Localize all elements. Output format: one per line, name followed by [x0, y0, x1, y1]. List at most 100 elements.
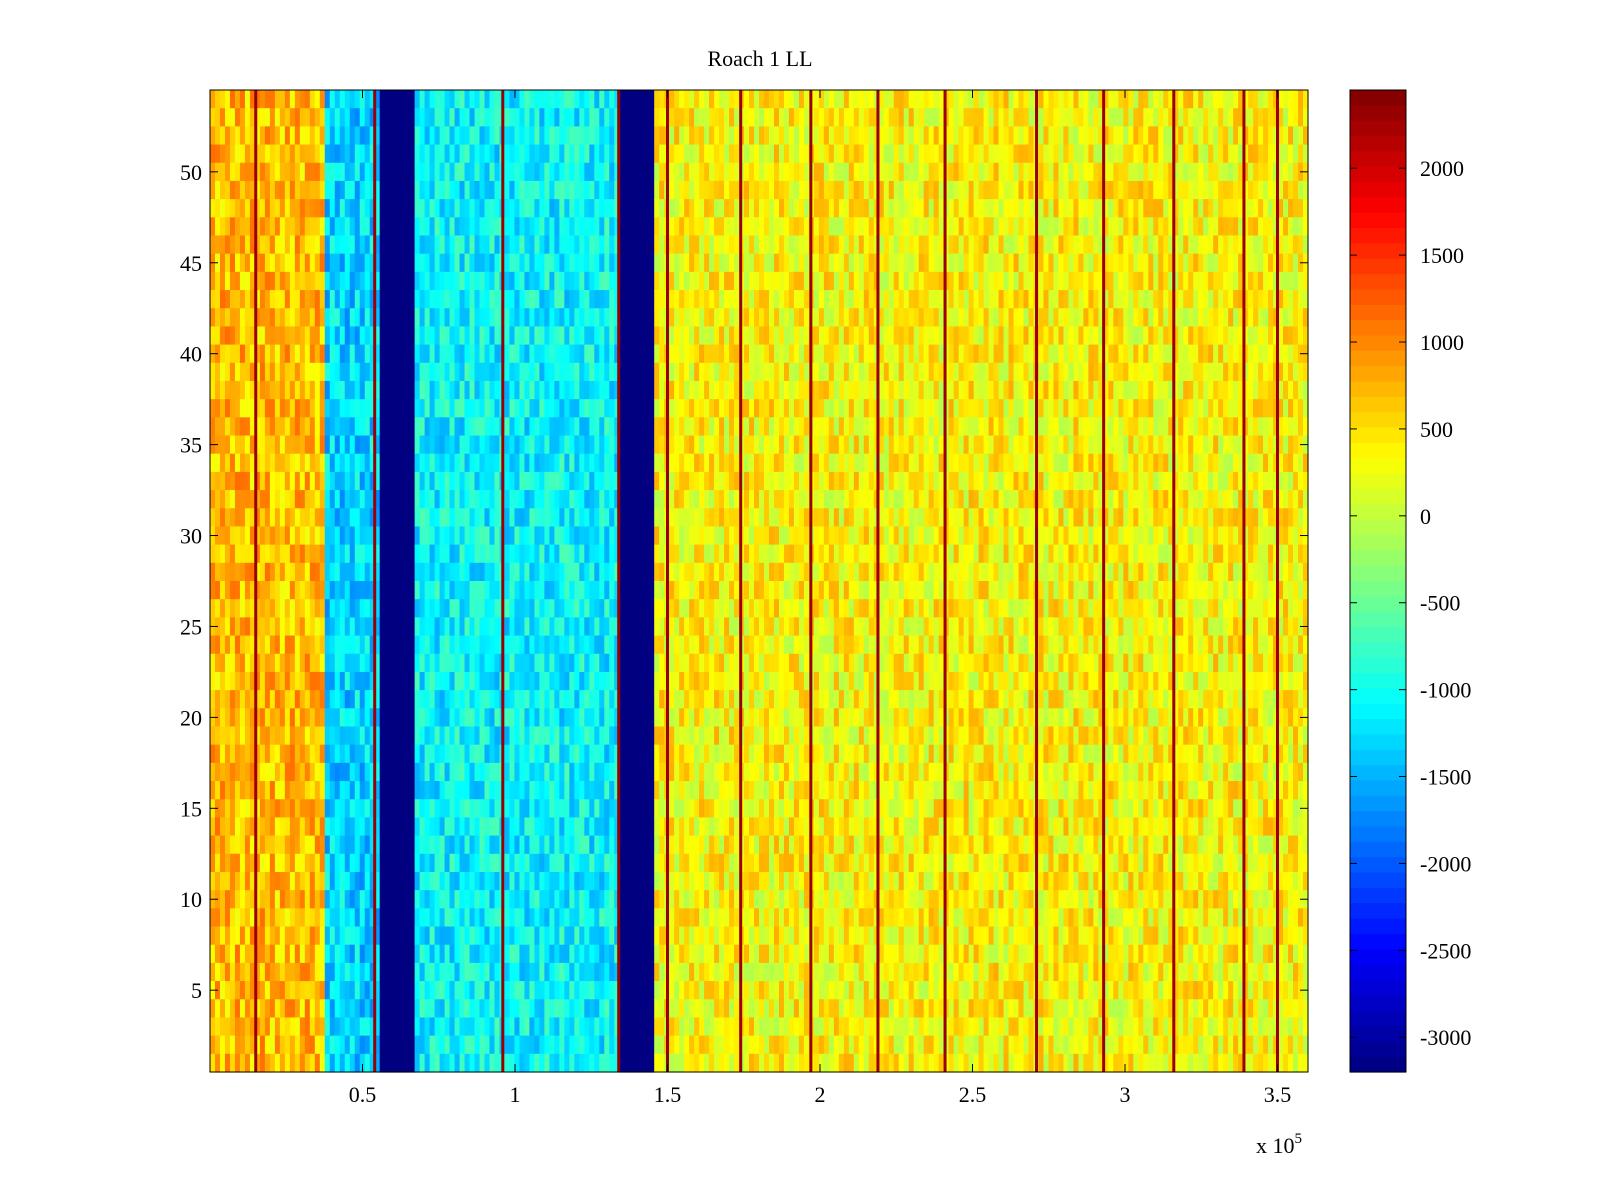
heatmap-cell	[214, 1053, 221, 1073]
heatmap-cell	[459, 108, 466, 127]
heatmap-cell	[384, 417, 391, 437]
heatmap-cell	[459, 999, 466, 1019]
heatmap-cell	[584, 835, 590, 855]
heatmap-cell	[329, 926, 336, 946]
heatmap-cell	[509, 708, 516, 728]
heatmap-cell	[534, 562, 540, 582]
heatmap-cell	[609, 108, 615, 127]
heatmap-cell	[604, 308, 610, 328]
heatmap-cell	[234, 380, 241, 400]
heatmap-cell	[254, 817, 261, 837]
heatmap-cell	[534, 162, 540, 182]
heatmap-cell	[494, 981, 501, 1000]
heatmap-cell	[304, 362, 311, 382]
heatmap-cell	[439, 1017, 446, 1037]
heatmap-cell	[309, 199, 316, 218]
heatmap-cell	[479, 162, 486, 182]
heatmap-cell	[304, 799, 311, 819]
heatmap-cell	[429, 817, 436, 837]
heatmap-cell	[229, 235, 236, 255]
heatmap-cell	[494, 653, 501, 673]
heatmap-cell	[264, 671, 271, 691]
heatmap-cell	[669, 599, 675, 618]
heatmap-cell	[589, 1053, 595, 1073]
heatmap-cell	[509, 1035, 516, 1055]
heatmap-cell	[429, 344, 436, 364]
heatmap-cell	[289, 1017, 296, 1037]
heatmap-cell	[279, 344, 286, 364]
heatmap-cell	[219, 635, 226, 655]
heatmap-cell	[404, 526, 411, 546]
heatmap-cell	[554, 217, 560, 237]
heatmap-cell	[649, 217, 655, 237]
heatmap-cell	[494, 235, 501, 255]
heatmap-cell	[274, 435, 281, 455]
heatmap-cell	[249, 144, 256, 164]
heatmap-cell	[319, 671, 326, 691]
heatmap-cell	[259, 562, 266, 582]
heatmap-cell	[654, 999, 660, 1019]
heatmap-cell	[384, 253, 391, 273]
heatmap-cell	[609, 871, 615, 891]
heatmap-cell	[349, 399, 356, 418]
heatmap-cell	[389, 853, 396, 873]
heatmap-cell	[379, 417, 386, 437]
heatmap-cell	[644, 817, 650, 837]
heatmap-cell	[334, 326, 341, 346]
heatmap-cell	[384, 199, 391, 218]
heatmap-cell	[329, 126, 336, 146]
heatmap-cell	[229, 817, 236, 837]
heatmap-cell	[294, 380, 301, 400]
heatmap-cell	[254, 617, 261, 637]
heatmap-cell	[324, 1053, 331, 1073]
heatmap-cell	[269, 781, 276, 800]
heatmap-cell	[264, 1035, 271, 1055]
heatmap-cell	[504, 835, 511, 855]
heatmap-cell	[449, 162, 456, 182]
heatmap-cell	[309, 581, 316, 600]
heatmap-cell	[584, 326, 590, 346]
heatmap-cell	[319, 90, 326, 109]
heatmap-cell	[399, 526, 406, 546]
heatmap-cell	[284, 817, 291, 837]
heatmap-cell	[269, 435, 276, 455]
heatmap-cell	[434, 144, 441, 164]
heatmap-cell	[554, 781, 560, 800]
heatmap-cell	[434, 199, 441, 218]
heatmap-cell	[359, 562, 366, 582]
heatmap-cell	[639, 144, 645, 164]
heatmap-cell	[524, 326, 531, 346]
heatmap-cell	[289, 562, 296, 582]
heatmap-cell	[589, 690, 595, 709]
heatmap-cell	[554, 1017, 560, 1037]
heatmap-cell	[439, 599, 446, 618]
heatmap-cell	[344, 962, 351, 982]
heatmap-cell	[399, 762, 406, 782]
heatmap-cell	[319, 162, 326, 182]
heatmap-cell	[534, 217, 540, 237]
heatmap-cell	[374, 653, 381, 673]
heatmap-cell	[284, 599, 291, 618]
heatmap-cell	[344, 871, 351, 891]
heatmap-cell	[389, 690, 396, 709]
heatmap-cell	[259, 581, 266, 600]
heatmap-cell	[649, 726, 655, 746]
heatmap-cell	[224, 908, 231, 928]
heatmap-cell	[474, 908, 481, 928]
heatmap-cell	[599, 981, 605, 1000]
heatmap-cell	[264, 635, 271, 655]
heatmap-cell	[284, 671, 291, 691]
heatmap-cell	[444, 162, 451, 182]
heatmap-cell	[319, 690, 326, 709]
heatmap-cell	[474, 653, 481, 673]
heatmap-cell	[359, 908, 366, 928]
heatmap-cell	[519, 380, 526, 400]
heatmap-cell	[544, 162, 550, 182]
heatmap-cell	[589, 490, 595, 509]
heatmap-cell	[309, 108, 316, 127]
heatmap-cell	[364, 1053, 371, 1073]
heatmap-cell	[364, 180, 371, 200]
heatmap-cell	[524, 508, 531, 528]
heatmap-cell	[489, 126, 496, 146]
heatmap-cell	[304, 726, 311, 746]
